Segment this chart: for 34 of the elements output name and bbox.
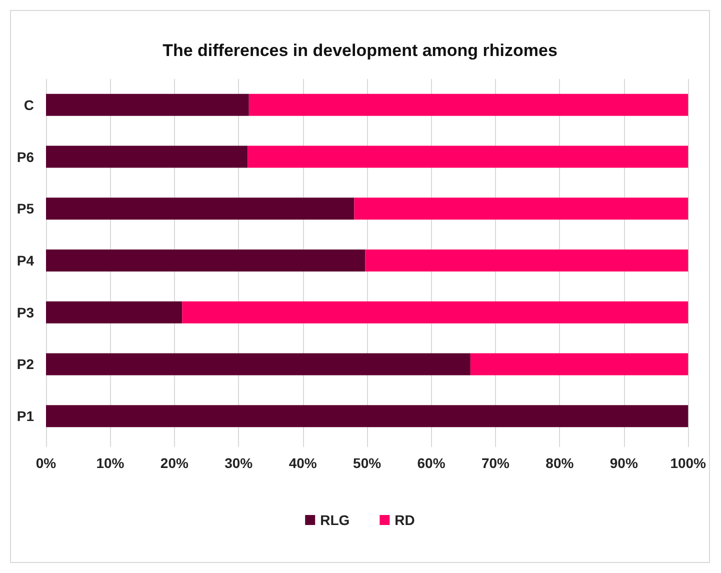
x-tick-label: 80% <box>546 455 574 471</box>
bar <box>46 405 688 428</box>
bar <box>470 353 688 376</box>
x-tick-label: 60% <box>417 455 446 471</box>
y-tick-label: P4 <box>16 252 34 268</box>
x-tick-label: 50% <box>353 455 382 471</box>
bar <box>46 250 366 272</box>
bar <box>46 94 249 116</box>
y-tick-label: C <box>24 96 34 113</box>
bar <box>248 146 688 168</box>
bar <box>46 198 354 220</box>
x-tick-label: 90% <box>610 455 638 471</box>
bar <box>46 146 248 168</box>
x-tick-label: 20% <box>160 455 189 471</box>
y-tick-label: P5 <box>16 200 34 217</box>
y-tick-label: P3 <box>16 304 34 320</box>
bar <box>365 250 688 272</box>
bar <box>248 94 688 116</box>
y-tick-label: P1 <box>16 408 34 424</box>
x-tick-label: 70% <box>481 455 510 471</box>
x-tick-label: 0% <box>36 455 57 471</box>
bar <box>182 301 688 324</box>
chart-title: The differences in development among rhizomes <box>162 41 558 60</box>
x-tick-label: 30% <box>224 455 254 471</box>
bar <box>46 301 182 324</box>
x-tick-label: 100% <box>670 455 707 471</box>
x-tick-label: 10% <box>96 455 125 471</box>
legend-label: RLG <box>320 512 350 528</box>
bar <box>46 353 470 376</box>
y-tick-label: P6 <box>16 148 34 165</box>
x-tick-label: 40% <box>288 455 318 471</box>
bar <box>354 198 688 220</box>
legend-label: RD <box>394 512 415 528</box>
y-tick-label: P2 <box>16 356 34 372</box>
